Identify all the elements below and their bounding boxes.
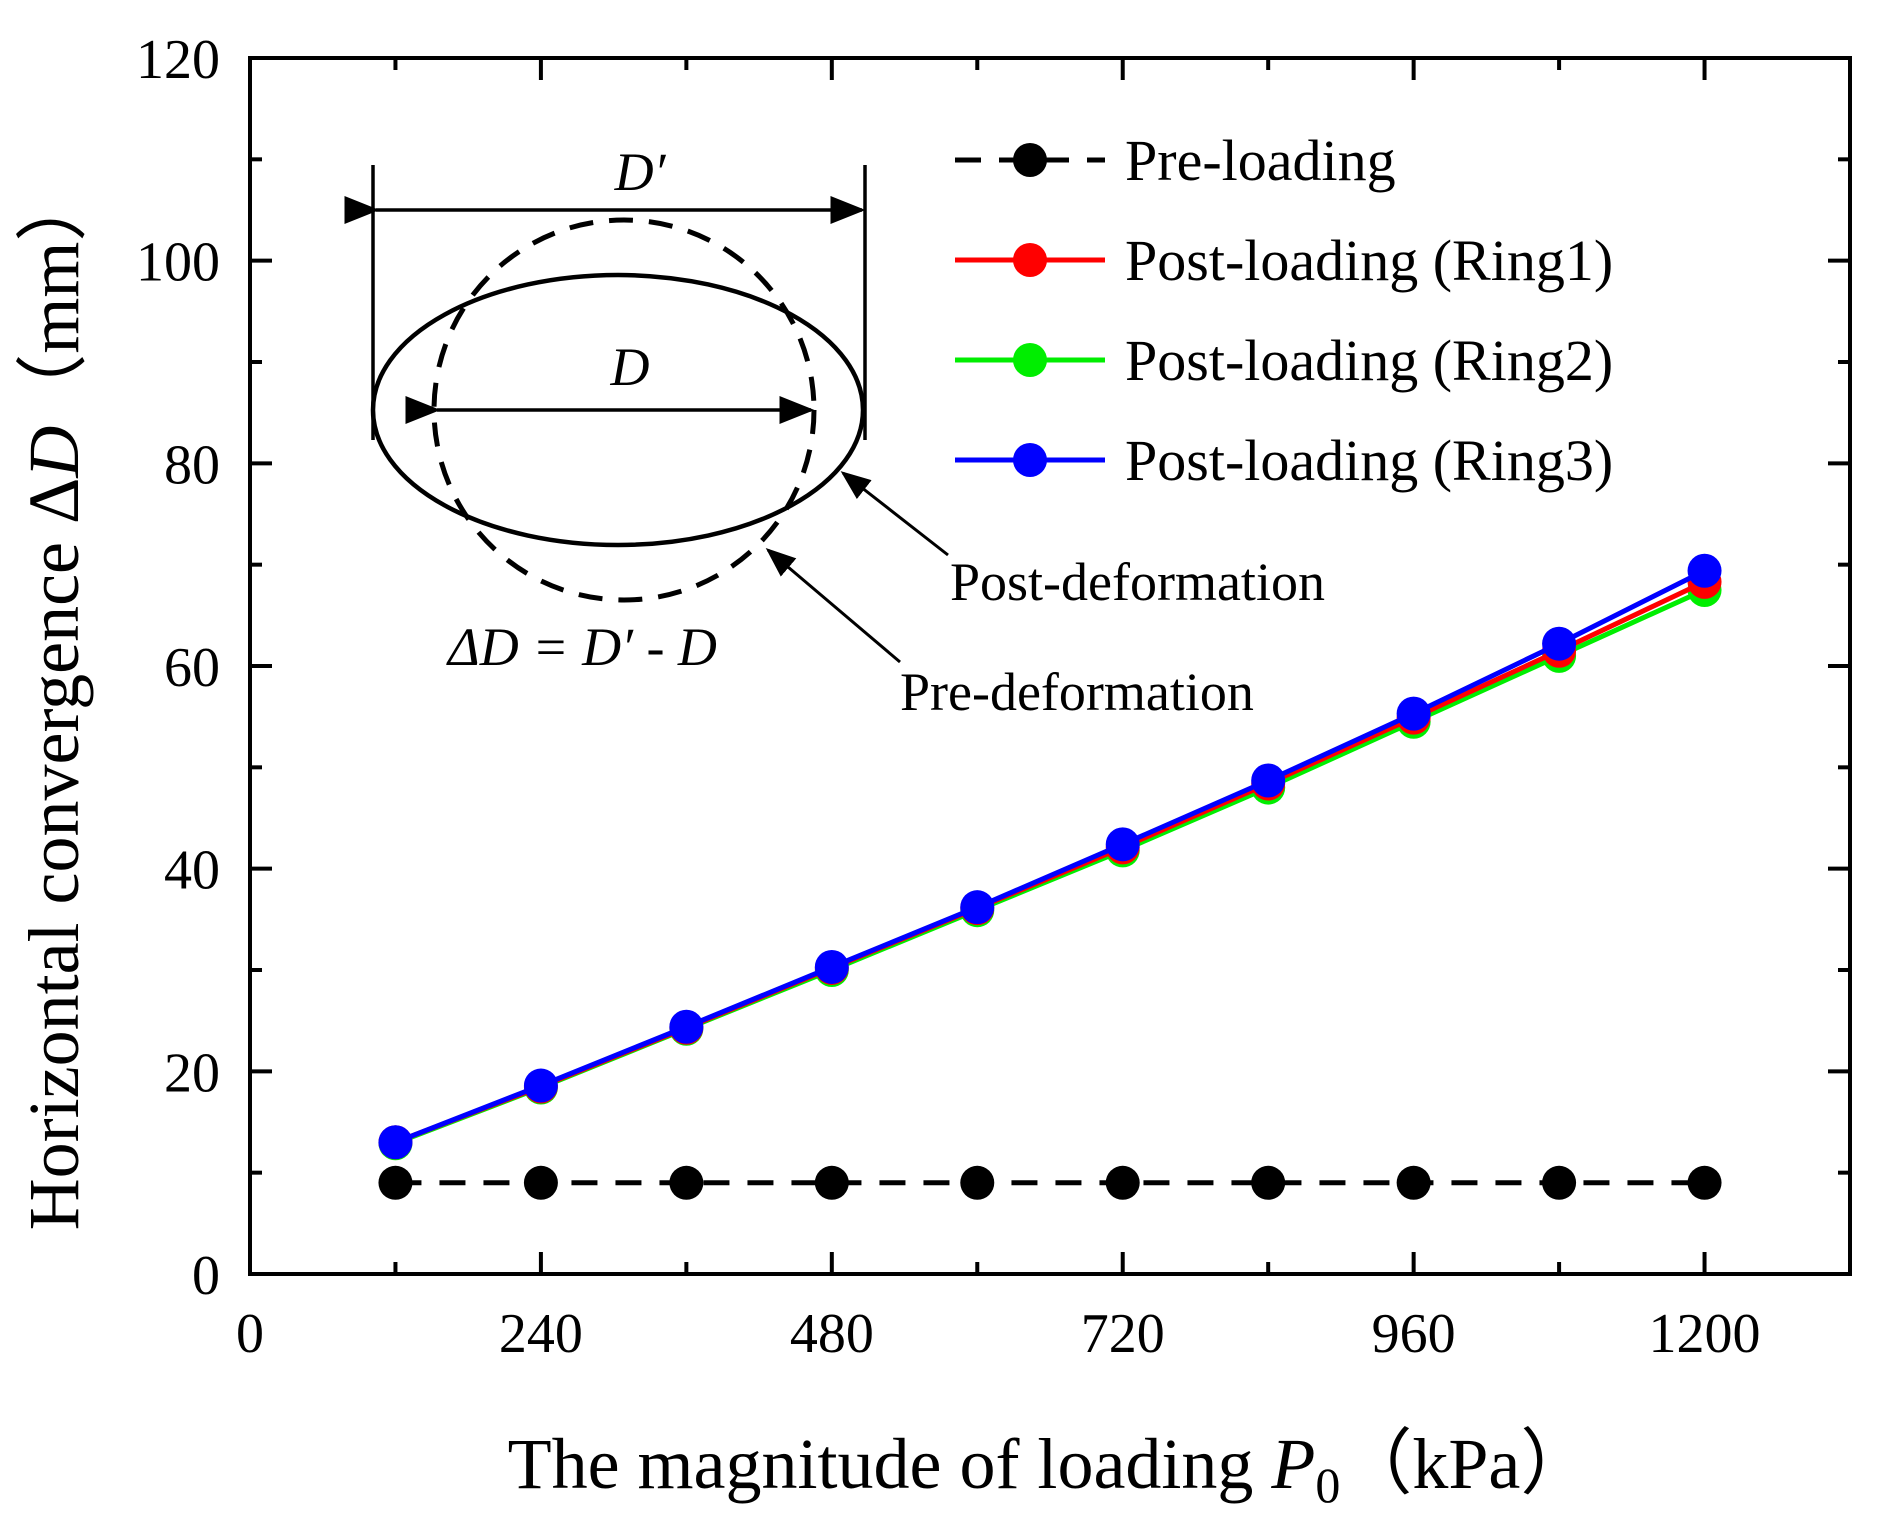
y-axis-title: Horizontal convergence ΔD（mm） xyxy=(14,170,94,1231)
data-point xyxy=(523,1068,558,1103)
legend-label: Post-loading (Ring1) xyxy=(1125,228,1613,293)
y-tick-label: 80 xyxy=(164,434,220,496)
y-tick-label: 120 xyxy=(136,29,220,91)
data-point xyxy=(1251,1165,1286,1200)
data-point xyxy=(1105,1165,1140,1200)
series-post-loading-ring3 xyxy=(378,553,1722,1160)
data-point xyxy=(1687,553,1722,588)
y-tick-label: 0 xyxy=(192,1245,220,1307)
x-axis-title-unit: （kPa） xyxy=(1340,1424,1592,1504)
y-axis-title-symbol: D xyxy=(14,426,94,479)
data-point xyxy=(1105,827,1140,862)
post-deformation-label: Post-deformation xyxy=(950,552,1325,612)
data-point xyxy=(1542,1165,1577,1200)
data-point xyxy=(1251,763,1286,798)
x-tick-label: 0 xyxy=(236,1303,264,1365)
data-point xyxy=(1687,1165,1722,1200)
legend-label: Pre-loading xyxy=(1125,128,1396,193)
legend-label: Post-loading (Ring2) xyxy=(1125,328,1613,393)
y-tick-label: 100 xyxy=(136,232,220,294)
data-point xyxy=(1396,696,1431,731)
legend-swatch-marker xyxy=(1013,343,1047,377)
x-tick-label: 480 xyxy=(790,1303,874,1365)
x-axis-title-text: The magnitude of loading xyxy=(508,1424,1254,1504)
series-line xyxy=(394,568,1706,1145)
data-point xyxy=(814,949,849,984)
x-tick-label: 1200 xyxy=(1649,1303,1761,1365)
pre-deformation-label: Pre-deformation xyxy=(900,662,1254,722)
legend-swatch-marker xyxy=(1013,443,1047,477)
inset-outer-dimension-label: D′ xyxy=(614,142,667,202)
y-tick-label: 60 xyxy=(164,637,220,699)
legend-swatch-marker xyxy=(1013,143,1047,177)
legend-entry-ring2: Post-loading (Ring2) xyxy=(955,328,1613,393)
data-point xyxy=(1542,626,1577,661)
data-point xyxy=(378,1165,413,1200)
legend: Pre-loading Post-loading (Ring1) Post-lo… xyxy=(955,128,1613,493)
post-deformation-ring xyxy=(370,272,866,548)
x-axis-title: The magnitude of loading P0（kPa） xyxy=(508,1424,1593,1513)
legend-entry-ring3: Post-loading (Ring3) xyxy=(955,428,1613,493)
series-pre-loading xyxy=(378,1165,1722,1200)
y-tick-label: 20 xyxy=(164,1042,220,1104)
legend-entry-pre-loading: Pre-loading xyxy=(955,128,1396,193)
legend-label: Post-loading (Ring3) xyxy=(1125,428,1613,493)
data-point xyxy=(960,890,995,925)
pre-deformation-pointer xyxy=(765,548,901,664)
series-group xyxy=(378,553,1722,1200)
x-tick-label: 240 xyxy=(499,1303,583,1365)
data-point xyxy=(814,1165,849,1200)
inset-equation: ΔD = D′ - D xyxy=(446,617,717,677)
x-axis-title-subscript: 0 xyxy=(1315,1457,1340,1513)
post-deformation-pointer xyxy=(840,471,949,557)
deformation-inset-diagram: D′ D ΔD = D′ - D Post-deformation Pre-de… xyxy=(344,142,1325,722)
y-tick-label: 40 xyxy=(164,840,220,902)
data-point xyxy=(960,1165,995,1200)
data-point xyxy=(669,1165,704,1200)
data-point xyxy=(669,1009,704,1044)
legend-swatch-marker xyxy=(1013,243,1047,277)
data-point xyxy=(1396,1165,1431,1200)
inset-inner-dimension-label: D xyxy=(610,337,650,397)
data-point xyxy=(523,1165,558,1200)
axis-ticks: 0 240 480 720 960 1200 0 20 40 60 80 100 120 xyxy=(136,29,1852,1365)
y-axis-title-text: Horizontal convergence Δ xyxy=(14,478,94,1231)
plot-frame xyxy=(248,56,1852,1276)
x-tick-label: 960 xyxy=(1372,1303,1456,1365)
legend-entry-ring1: Post-loading (Ring1) xyxy=(955,228,1613,293)
x-axis-title-symbol: P xyxy=(1270,1424,1315,1504)
y-axis-title-unit: （mm） xyxy=(14,170,94,426)
x-tick-label: 720 xyxy=(1081,1303,1165,1365)
data-point xyxy=(378,1125,413,1160)
